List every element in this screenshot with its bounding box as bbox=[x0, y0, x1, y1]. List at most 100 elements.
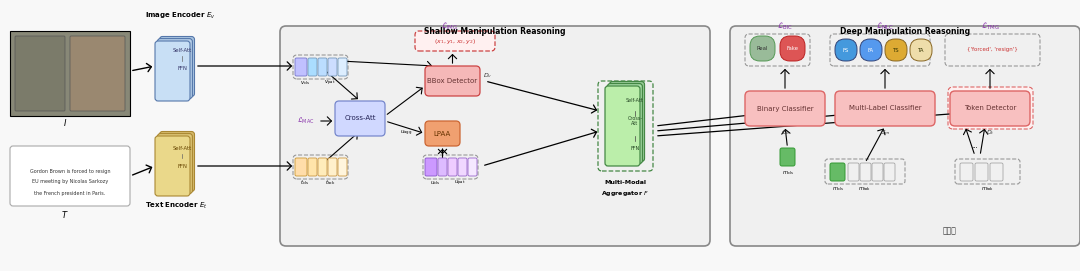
FancyBboxPatch shape bbox=[448, 158, 457, 176]
Text: Image Encoder $E_v$: Image Encoder $E_v$ bbox=[145, 11, 216, 21]
Text: Self-Att: Self-Att bbox=[173, 49, 191, 53]
Text: $u_{\rm cls}$: $u_{\rm cls}$ bbox=[430, 179, 441, 187]
Text: $m_{\rm tok}$: $m_{\rm tok}$ bbox=[981, 185, 994, 193]
FancyBboxPatch shape bbox=[160, 131, 194, 192]
FancyBboxPatch shape bbox=[328, 58, 337, 76]
FancyBboxPatch shape bbox=[885, 163, 895, 181]
Text: Binary Classifier: Binary Classifier bbox=[757, 105, 813, 111]
FancyBboxPatch shape bbox=[835, 39, 858, 61]
Text: $m_{\rm tok}$: $m_{\rm tok}$ bbox=[859, 185, 872, 193]
Text: Multi-Label Classifier: Multi-Label Classifier bbox=[849, 105, 921, 111]
FancyBboxPatch shape bbox=[10, 146, 130, 206]
Text: FFN: FFN bbox=[177, 66, 187, 70]
Text: FS: FS bbox=[842, 47, 849, 53]
FancyBboxPatch shape bbox=[426, 158, 437, 176]
Text: $D_t$: $D_t$ bbox=[986, 128, 995, 137]
Text: $t_{\rm cls}$: $t_{\rm cls}$ bbox=[300, 179, 310, 188]
FancyBboxPatch shape bbox=[780, 36, 805, 61]
Text: Aggregator $F$: Aggregator $F$ bbox=[600, 189, 649, 198]
FancyBboxPatch shape bbox=[10, 31, 130, 116]
FancyBboxPatch shape bbox=[468, 158, 477, 176]
FancyBboxPatch shape bbox=[458, 158, 467, 176]
FancyBboxPatch shape bbox=[848, 163, 859, 181]
Text: Self-Att: Self-Att bbox=[626, 98, 644, 104]
Text: Real: Real bbox=[757, 46, 768, 51]
FancyBboxPatch shape bbox=[426, 121, 460, 146]
FancyBboxPatch shape bbox=[280, 26, 710, 246]
FancyBboxPatch shape bbox=[872, 163, 883, 181]
Text: Gordon Brown is forced to resign: Gordon Brown is forced to resign bbox=[30, 169, 110, 173]
Text: $u_{\rm agg}$: $u_{\rm agg}$ bbox=[400, 129, 411, 138]
FancyBboxPatch shape bbox=[308, 158, 318, 176]
FancyBboxPatch shape bbox=[780, 148, 795, 166]
FancyBboxPatch shape bbox=[338, 158, 347, 176]
Text: Deep Manipulation Reasoning: Deep Manipulation Reasoning bbox=[840, 27, 970, 36]
FancyBboxPatch shape bbox=[308, 58, 318, 76]
Text: $m_{\rm cls}$: $m_{\rm cls}$ bbox=[832, 185, 843, 193]
FancyBboxPatch shape bbox=[156, 136, 190, 196]
FancyBboxPatch shape bbox=[328, 158, 337, 176]
FancyBboxPatch shape bbox=[426, 66, 480, 96]
FancyBboxPatch shape bbox=[975, 163, 988, 181]
FancyBboxPatch shape bbox=[885, 39, 907, 61]
FancyBboxPatch shape bbox=[910, 39, 932, 61]
FancyBboxPatch shape bbox=[160, 37, 194, 96]
Text: $u_{\rm pat}$: $u_{\rm pat}$ bbox=[454, 178, 465, 188]
Text: Shallow Manipulation Reasoning: Shallow Manipulation Reasoning bbox=[424, 27, 566, 36]
Text: Fake: Fake bbox=[786, 46, 798, 51]
FancyBboxPatch shape bbox=[15, 36, 65, 111]
Text: $C_m$: $C_m$ bbox=[880, 128, 890, 137]
Text: ...: ... bbox=[972, 143, 978, 149]
Text: $\mathcal{L}_{\rm MAC}$: $\mathcal{L}_{\rm MAC}$ bbox=[297, 116, 315, 126]
FancyBboxPatch shape bbox=[730, 26, 1080, 246]
Text: TA: TA bbox=[918, 47, 924, 53]
FancyBboxPatch shape bbox=[158, 134, 192, 193]
Text: FFN: FFN bbox=[631, 147, 639, 151]
Text: Text Encoder $E_t$: Text Encoder $E_t$ bbox=[145, 201, 207, 211]
Text: $v_{\rm pat}$: $v_{\rm pat}$ bbox=[324, 78, 336, 88]
Text: $I$: $I$ bbox=[63, 118, 67, 128]
Text: the French president in Paris.: the French president in Paris. bbox=[35, 191, 106, 195]
FancyBboxPatch shape bbox=[156, 41, 190, 101]
FancyBboxPatch shape bbox=[295, 158, 307, 176]
Text: Cross-
Att: Cross- Att bbox=[627, 116, 643, 126]
Text: FFN: FFN bbox=[177, 163, 187, 169]
Text: FA: FA bbox=[868, 47, 874, 53]
FancyBboxPatch shape bbox=[860, 39, 882, 61]
FancyBboxPatch shape bbox=[70, 36, 125, 111]
Text: $(x_1, y_1, x_2, y_2)$: $(x_1, y_1, x_2, y_2)$ bbox=[434, 37, 476, 46]
FancyBboxPatch shape bbox=[607, 83, 643, 164]
Text: TS: TS bbox=[893, 47, 900, 53]
FancyBboxPatch shape bbox=[295, 58, 307, 76]
Text: Self-Att: Self-Att bbox=[173, 147, 191, 151]
FancyBboxPatch shape bbox=[860, 163, 870, 181]
FancyBboxPatch shape bbox=[750, 36, 775, 61]
Text: $\mathcal{L}_{\rm IMG}$: $\mathcal{L}_{\rm IMG}$ bbox=[442, 20, 459, 32]
FancyBboxPatch shape bbox=[335, 101, 384, 136]
Text: Token Detector: Token Detector bbox=[963, 105, 1016, 111]
Text: 新智元: 新智元 bbox=[943, 227, 957, 235]
Text: $\mathcal{L}_{\rm MLC}$: $\mathcal{L}_{\rm MLC}$ bbox=[876, 20, 894, 32]
FancyBboxPatch shape bbox=[338, 58, 347, 76]
Text: Multi-Modal: Multi-Modal bbox=[604, 180, 646, 186]
FancyBboxPatch shape bbox=[948, 87, 1032, 129]
Text: $\mathcal{L}_{\rm BIC}$: $\mathcal{L}_{\rm BIC}$ bbox=[777, 20, 793, 32]
Text: $D_v$: $D_v$ bbox=[483, 72, 492, 80]
FancyBboxPatch shape bbox=[835, 91, 935, 126]
FancyBboxPatch shape bbox=[605, 86, 640, 166]
Text: $m_{\rm cls}$: $m_{\rm cls}$ bbox=[782, 169, 794, 177]
Text: BBox Detector: BBox Detector bbox=[428, 78, 477, 84]
FancyBboxPatch shape bbox=[609, 82, 645, 162]
Text: $t_{\rm tok}$: $t_{\rm tok}$ bbox=[325, 179, 335, 188]
Text: LPAA: LPAA bbox=[434, 131, 451, 137]
Text: EU meeting by Nicolas Sarkozy: EU meeting by Nicolas Sarkozy bbox=[32, 179, 108, 185]
Text: Cross-Att: Cross-Att bbox=[345, 115, 376, 121]
Text: $C_b$: $C_b$ bbox=[781, 128, 789, 137]
FancyBboxPatch shape bbox=[960, 163, 973, 181]
FancyBboxPatch shape bbox=[745, 91, 825, 126]
FancyBboxPatch shape bbox=[158, 38, 192, 99]
FancyBboxPatch shape bbox=[831, 163, 845, 181]
FancyBboxPatch shape bbox=[990, 163, 1003, 181]
Text: $T$: $T$ bbox=[62, 208, 69, 220]
FancyBboxPatch shape bbox=[438, 158, 447, 176]
